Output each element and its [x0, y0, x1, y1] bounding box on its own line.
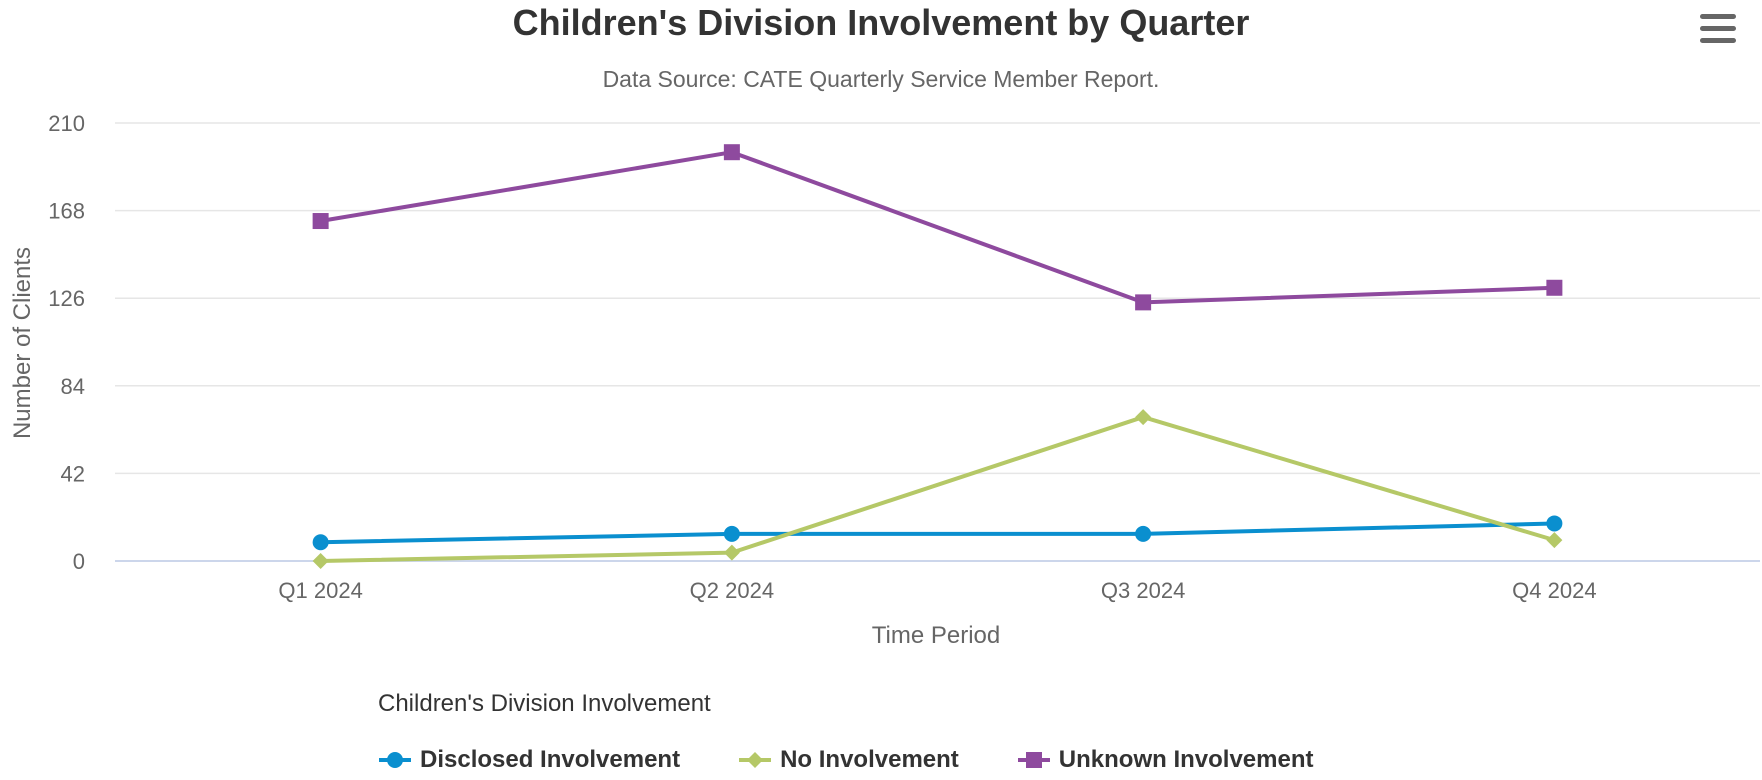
series-unknown-involvement — [312, 144, 1563, 311]
y-tick-label: 0 — [73, 549, 85, 574]
legend-symbol-circle-icon — [379, 752, 411, 768]
x-tick-label: Q1 2024 — [278, 578, 362, 603]
legend-title: Children's Division Involvement — [378, 690, 711, 717]
y-tick-label: 168 — [48, 199, 85, 224]
series-line[interactable] — [318, 415, 1557, 563]
chart-menu-button[interactable] — [1700, 14, 1736, 48]
chart-title: Children's Division Involvement by Quart… — [512, 2, 1250, 43]
data-point[interactable] — [1546, 515, 1563, 532]
legend-marker — [747, 752, 764, 768]
series-disclosed-involvement — [312, 515, 1563, 551]
x-axis-title: Time Period — [872, 622, 1000, 649]
data-point[interactable] — [723, 144, 740, 161]
grid-lines — [115, 122, 1760, 562]
data-point[interactable] — [312, 213, 329, 230]
legend: Disclosed Involvement No Involvement Unkno… — [378, 740, 1372, 780]
series-layer — [312, 144, 1563, 569]
data-point[interactable] — [312, 534, 329, 551]
data-point[interactable] — [1135, 294, 1152, 311]
legend-marker — [1025, 752, 1042, 768]
legend-label: No Involvement — [780, 746, 959, 773]
y-tick-label: 84 — [61, 374, 85, 399]
hamburger-icon-line — [1700, 26, 1736, 31]
legend-symbol-square-icon — [1017, 752, 1050, 768]
legend-item[interactable]: No Involvement — [738, 746, 959, 774]
series-line[interactable] — [318, 150, 1557, 305]
y-axis-ticks: 0 42 84 126 168 210 — [48, 111, 85, 574]
y-axis-title: Number of Clients — [9, 247, 36, 439]
legend-symbol-diamond-icon — [739, 752, 772, 768]
data-point[interactable] — [723, 525, 740, 542]
y-tick-label: 126 — [48, 286, 85, 311]
y-tick-label: 210 — [48, 111, 85, 136]
hamburger-icon-line — [1700, 38, 1736, 43]
x-tick-label: Q2 2024 — [690, 578, 774, 603]
x-tick-label: Q4 2024 — [1512, 578, 1596, 603]
chart-plot-area: 0 42 84 126 168 210 Q1 2024 Q2 2024 Q3 2024 Q4 2… — [9, 111, 1760, 649]
x-axis-ticks: Q1 2024 Q2 2024 Q3 2024 Q4 2024 — [278, 578, 1596, 603]
series-no-involvement — [312, 409, 1563, 569]
data-point[interactable] — [723, 544, 740, 561]
legend-item[interactable]: Disclosed Involvement — [378, 746, 680, 774]
legend-label: Disclosed Involvement — [420, 746, 681, 773]
x-tick-label: Q3 2024 — [1101, 578, 1185, 603]
data-point[interactable] — [1135, 409, 1152, 426]
data-point[interactable] — [312, 553, 329, 569]
legend-label: Unknown Involvement — [1058, 746, 1314, 773]
legend-marker — [387, 752, 403, 768]
chart-subtitle: Data Source: CATE Quarterly Service Memb… — [602, 66, 1160, 92]
legend-item[interactable]: Unknown Involvement — [1017, 746, 1314, 774]
data-point[interactable] — [1546, 532, 1563, 549]
data-point[interactable] — [1546, 279, 1563, 296]
y-tick-label: 42 — [61, 461, 85, 486]
data-point[interactable] — [1135, 525, 1152, 542]
series-line[interactable] — [318, 521, 1557, 545]
hamburger-icon — [1700, 14, 1736, 19]
